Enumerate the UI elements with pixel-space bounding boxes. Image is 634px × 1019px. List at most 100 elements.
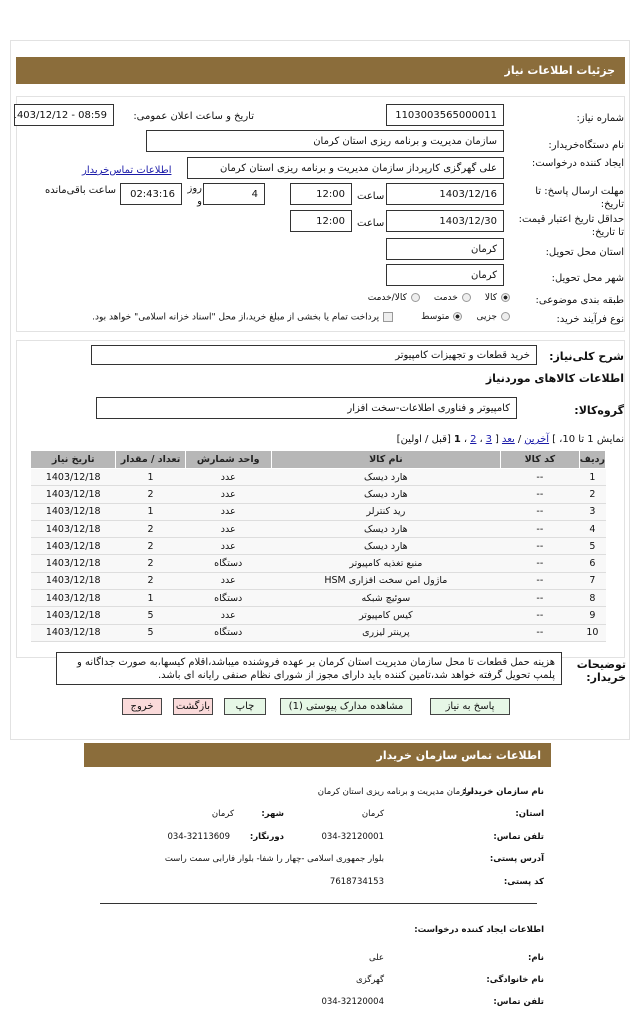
print-button[interactable]: چاپ — [224, 698, 266, 715]
column-header: کد کالا — [499, 450, 580, 469]
table-cell: پرینتر لیزری — [271, 624, 501, 642]
table-cell: 4 — [579, 520, 606, 539]
table-cell: -- — [500, 503, 580, 521]
pagination-prev-first[interactable]: [قبل / اولین] — [396, 434, 451, 445]
table-cell: عدد — [185, 537, 272, 556]
table-cell: ماژول امن سخت افزاری HSM — [271, 572, 501, 591]
table-cell: هارد دیسک — [271, 468, 501, 487]
table-cell: 3 — [579, 503, 606, 521]
exit-button[interactable]: خروج — [122, 698, 162, 715]
category-option-goods[interactable]: کالا — [485, 293, 510, 303]
table-cell: 1403/12/18 — [30, 589, 116, 608]
buyer-contact-link[interactable]: اطلاعات تماس‌خریدار — [82, 165, 172, 176]
table-cell: دستگاه — [185, 589, 272, 608]
buyer-label: نام دستگاه‌خریدار: — [548, 140, 624, 151]
family-label: نام خانوادگی: — [486, 975, 544, 985]
bracket: [ — [495, 434, 499, 445]
category-option-service[interactable]: خدمت — [434, 293, 471, 303]
address-value: بلوار جمهوری اسلامی -چهار را شفا- بلوار … — [164, 854, 384, 864]
table-row[interactable]: 6 -- منبع تغذیه کامپیوتر دستگاه 2 1403/12/18 — [30, 554, 606, 573]
group-label: گروه‌کالا: — [574, 404, 624, 417]
org-label: نام سازمان خریدار: — [462, 787, 544, 797]
table-row[interactable]: 7 -- ماژول امن سخت افزاری HSM عدد 2 1403/12/1… — [30, 572, 606, 591]
pagination-next[interactable]: بعد — [501, 434, 515, 445]
group-field: کامپیوتر و فناوری اطلاعات-سخت افزار — [96, 397, 517, 419]
radio-icon — [453, 312, 463, 321]
table-cell: 1403/12/18 — [30, 572, 116, 591]
table-cell: 10 — [579, 624, 606, 642]
table-cell: هارد دیسک — [271, 485, 501, 504]
deadline-label: مهلت ارسال پاسخ: تا تاریخ: — [535, 186, 624, 210]
validity-date-field: 1403/12/30 — [386, 210, 504, 232]
pagination-page-2[interactable]: 2 — [470, 434, 477, 445]
radio-icon — [461, 293, 471, 302]
table-cell: 2 — [115, 572, 186, 591]
family-value: گهرگزی — [355, 975, 384, 985]
city-field: کرمان — [386, 264, 504, 286]
table-row[interactable]: 10 -- پرینتر لیزری دستگاه 5 1403/12/18 — [30, 624, 606, 642]
column-header: تعداد / مقدار — [115, 450, 186, 469]
option-label: متوسط — [421, 312, 450, 322]
divider — [100, 903, 537, 904]
table-cell: عدد — [185, 503, 272, 521]
notes-label: توضیحات خریدار: — [576, 658, 626, 684]
table-cell: -- — [500, 554, 580, 573]
back-button[interactable]: بازگشت — [173, 698, 213, 715]
option-label: خدمت — [433, 293, 458, 303]
province-value: کرمان — [361, 809, 384, 819]
address-label: آدرس پستی: — [489, 854, 544, 864]
column-header: تاریخ نیاز — [29, 450, 117, 469]
city-label: شهر محل تحویل: — [551, 273, 624, 284]
table-cell: رید کنترلر — [271, 503, 501, 521]
org-value: سازمان مدیریت و برنامه ریزی استان کرمان — [317, 787, 474, 797]
contact-header: اطلاعات تماس سازمان خریدار — [84, 743, 551, 767]
table-cell: سوئیچ شبکه — [271, 589, 501, 608]
pagination-last[interactable]: آخرین — [524, 434, 550, 445]
table-cell: -- — [500, 624, 580, 642]
table-cell: عدد — [185, 606, 272, 625]
validity-time-label: ساعت — [357, 218, 385, 229]
attachments-button[interactable]: مشاهده مدارک پیوستی (1) — [280, 698, 412, 715]
table-cell: 1403/12/18 — [30, 485, 116, 504]
pagination-page-3[interactable]: 3 — [485, 434, 493, 445]
table-row[interactable]: 9 -- کیس کامپیوتر عدد 5 1403/12/18 — [30, 606, 606, 625]
table-row[interactable]: 2 -- هارد دیسک عدد 2 1403/12/18 — [30, 485, 606, 504]
table-row[interactable]: 4 -- هارد دیسک عدد 2 1403/12/18 — [30, 520, 606, 539]
notes-field: هزینه حمل قطعات تا محل سازمان مدیریت است… — [56, 652, 562, 685]
radio-icon — [410, 293, 420, 302]
table-cell: 5 — [115, 624, 186, 642]
validity-time-field: 12:00 — [290, 210, 352, 232]
table-cell: دستگاه — [185, 554, 272, 573]
category-label: طبقه بندی موضوعی: — [535, 295, 624, 306]
option-label: کالا/خدمت — [367, 293, 407, 303]
table-row[interactable]: 1 -- هارد دیسک عدد 1 1403/12/18 — [30, 468, 606, 487]
postal-value: 7618734153 — [329, 877, 384, 887]
table-cell: -- — [500, 606, 580, 625]
table-row[interactable]: 3 -- رید کنترلر عدد 1 1403/12/18 — [30, 503, 606, 521]
process-option-medium[interactable]: متوسط — [421, 312, 463, 323]
time-remaining-label: ساعت باقی‌مانده — [44, 185, 116, 196]
buyer-field: سازمان مدیریت و برنامه ریزی استان کرمان — [146, 130, 504, 152]
table-cell: -- — [500, 537, 580, 556]
table-row[interactable]: 5 -- هارد دیسک عدد 2 1403/12/18 — [30, 537, 606, 556]
table-cell: عدد — [185, 468, 272, 487]
announce-field: 1403/12/12 - 08:59 — [14, 104, 114, 126]
reply-button[interactable]: پاسخ به نیاز — [430, 698, 510, 715]
name-value: علی — [369, 953, 384, 963]
option-label: جزیی — [476, 312, 497, 322]
table-cell: دستگاه — [185, 624, 272, 642]
treasury-checkbox[interactable]: پرداخت تمام یا بخشی از مبلغ خرید،از محل … — [92, 312, 394, 323]
pagination-current-page: 1 — [453, 434, 461, 445]
table-cell: 2 — [115, 554, 186, 573]
table-cell: -- — [500, 468, 580, 487]
separator: / — [517, 434, 522, 445]
creator-phone-value: 034-32120004 — [321, 997, 384, 1007]
days-remaining-field: 4 — [203, 183, 265, 205]
process-option-minor[interactable]: جزیی — [476, 312, 510, 323]
table-cell: 6 — [579, 554, 606, 573]
table-row[interactable]: 8 -- سوئیچ شبکه دستگاه 1 1403/12/18 — [30, 589, 606, 608]
category-option-both[interactable]: کالا/خدمت — [368, 293, 420, 303]
separator: ، — [479, 434, 483, 445]
contact-title: اطلاعات تماس سازمان خریدار — [376, 748, 541, 762]
column-header: واحد شمارش — [184, 450, 272, 469]
